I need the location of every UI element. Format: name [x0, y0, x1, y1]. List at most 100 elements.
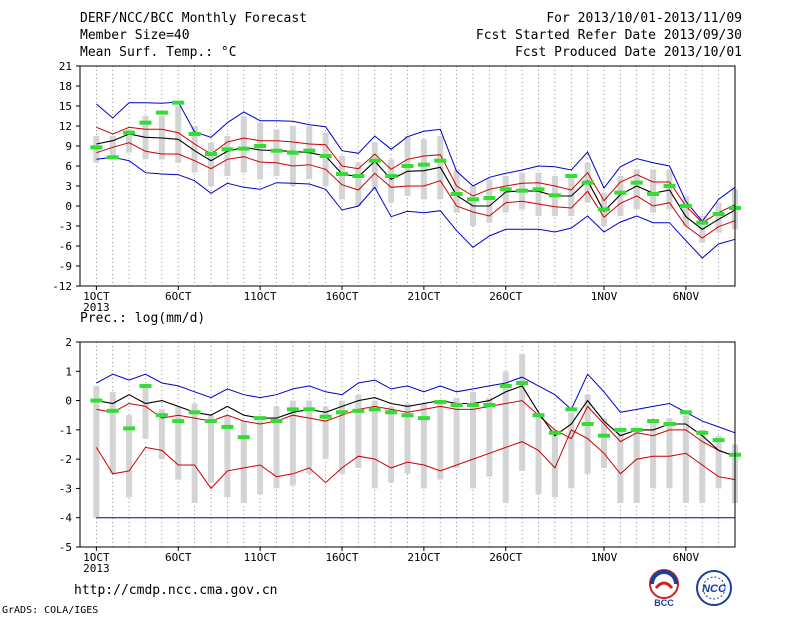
prec-ytick-label: -3	[59, 482, 72, 495]
prec-observed-day-3	[123, 426, 136, 431]
prec-box-day-1	[93, 385, 100, 518]
temp-xtick-label: 1NOV	[591, 290, 618, 303]
prec-box-day-26	[502, 371, 509, 504]
temp-observed-day-18	[368, 158, 381, 163]
prec-observed-day-33	[614, 427, 627, 432]
temp-ytick-label: 21	[59, 60, 72, 73]
prec-box-day-31	[584, 394, 591, 474]
prec-ytick-label: 1	[65, 365, 72, 378]
temp-ytick-label: 12	[59, 120, 72, 133]
temp-observed-day-7	[188, 132, 201, 136]
chart-title: DERF/NCC/BCC Monthly Forecast	[80, 11, 307, 26]
temp-ytick-label: 15	[59, 100, 72, 113]
prec-xtick-label: 1OCT	[83, 551, 110, 564]
prec-box-day-13	[289, 400, 296, 486]
prec-lower-line	[95, 429, 736, 490]
svg-text:NCC: NCC	[702, 583, 727, 595]
prec-box-day-38	[699, 429, 706, 504]
temp-observed-day-20	[401, 164, 414, 168]
temp-box-day-25	[486, 179, 493, 223]
prec-xtick-label: 16OCT	[325, 551, 358, 564]
header-right: For 2013/10/01-2013/11/09 Fcst Started Re…	[476, 10, 742, 61]
temp-box-day-36	[666, 169, 673, 210]
prec-observed-day-11	[254, 416, 267, 421]
prec-box-day-12	[273, 406, 280, 489]
temp-box-day-2	[109, 136, 116, 156]
prec-ytick-label: -4	[59, 512, 73, 525]
temp-observed-day-13	[286, 150, 299, 155]
prec-box-day-37	[682, 415, 689, 504]
prec-observed-day-38	[696, 430, 709, 435]
temp-observed-day-3	[123, 130, 136, 135]
temp-xtick-label: 26OCT	[489, 290, 522, 303]
temp-box-day-21	[420, 139, 427, 200]
temp-observed-day-8	[205, 152, 217, 156]
temp-observed-day-17	[352, 174, 365, 178]
temp-observed-day-21	[417, 162, 430, 167]
temp-box-day-6	[175, 106, 182, 163]
prec-box-day-23	[453, 397, 460, 468]
prec-xtick-label: 1NOV	[591, 551, 618, 564]
prec-box-day-39	[715, 435, 722, 489]
prec-observed-day-27	[516, 381, 529, 385]
prec-box-day-4	[142, 385, 149, 439]
temp-observed-day-14	[303, 148, 316, 153]
temp-ytick-label: 0	[65, 200, 72, 213]
temp-box-day-28	[535, 172, 542, 216]
temp-observed-day-5	[155, 110, 168, 115]
temp-observed-day-34	[630, 180, 643, 185]
temp-ytick-label: 3	[65, 180, 72, 193]
prec-observed-day-35	[647, 419, 660, 424]
temp-box-day-3	[126, 129, 133, 153]
temp-box-day-26	[502, 176, 509, 213]
temp-box-day-16	[339, 156, 345, 200]
prec-observed-day-23	[450, 402, 463, 407]
temp-observed-day-33	[614, 190, 627, 195]
temp-observed-day-39	[712, 212, 725, 216]
prec-observed-day-17	[352, 408, 365, 413]
prec-ytick-label: -1	[59, 424, 72, 437]
temp-observed-day-6	[172, 100, 185, 105]
prec-ytick-label: 0	[65, 395, 72, 408]
svg-text:BCC: BCC	[654, 598, 674, 608]
temp-xtick-label: 16OCT	[325, 290, 358, 303]
temp-ytick-label: -9	[59, 260, 72, 273]
temp-ytick-label: -12	[52, 280, 72, 293]
prec-observed-day-39	[712, 438, 725, 443]
prec-observed-day-24	[467, 402, 479, 407]
prec-observed-day-36	[663, 422, 676, 426]
prec-observed-day-16	[336, 410, 348, 415]
variable-label: Mean Surf. Temp.: °C	[80, 45, 237, 60]
prec-box-day-8	[208, 415, 214, 483]
temp-observed-day-36	[663, 184, 676, 188]
temp-box-day-11	[257, 122, 264, 180]
temp-box-day-34	[633, 169, 640, 210]
prec-observed-day-5	[155, 413, 168, 418]
temp-max-line	[96, 101, 736, 223]
temp-min-line	[96, 156, 736, 259]
prec-box-day-29	[551, 429, 558, 498]
temp-observed-day-4	[139, 120, 152, 125]
prec-box-day-34	[633, 429, 640, 504]
temp-ytick-label: -6	[59, 240, 72, 253]
prec-box-day-25	[486, 397, 493, 477]
prec-box-day-30	[568, 412, 575, 489]
temp-box-day-23	[453, 169, 460, 213]
prec-observed-day-19	[385, 410, 398, 415]
prec-box-day-17	[355, 394, 362, 468]
temp-box-day-7	[191, 126, 198, 173]
prec-observed-day-1	[90, 398, 103, 403]
prec-observed-day-37	[679, 410, 692, 415]
temp-observed-day-19	[385, 174, 398, 178]
forecast-produced-date: Fcst Produced Date 2013/10/01	[515, 45, 742, 60]
prec-observed-day-10	[237, 435, 250, 440]
prec-axis-label: Prec.: log(mm/d)	[80, 311, 205, 326]
prec-observed-day-6	[172, 419, 185, 424]
source-url[interactable]: http://cmdp.ncc.cma.gov.cn	[74, 583, 278, 598]
prec-box-day-36	[666, 418, 673, 489]
bcc-logo: BCC	[649, 569, 679, 608]
prec-observed-day-31	[581, 422, 594, 426]
temp-box-day-10	[240, 116, 247, 173]
prec-box-day-7	[191, 403, 198, 504]
